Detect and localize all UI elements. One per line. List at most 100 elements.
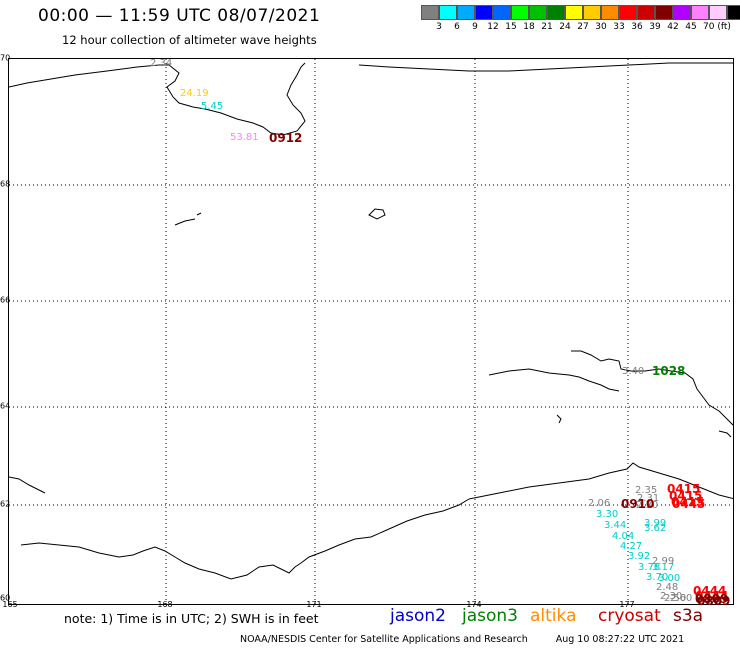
wave-height-value: 2.99	[652, 556, 675, 567]
map-subtitle: 12 hour collection of altimeter wave hei…	[62, 33, 317, 47]
lon-label-171: 171	[306, 600, 322, 609]
legend-label: 70 (ft)	[703, 22, 731, 32]
pass-time-label: 0444	[695, 589, 729, 603]
legend-label: 3	[436, 22, 442, 32]
pass-time-label: 0415	[667, 482, 701, 496]
legend-swatch	[691, 5, 709, 20]
legend-swatches	[421, 5, 740, 20]
coastline	[9, 62, 733, 580]
lon-label-168: 168	[157, 600, 173, 609]
pass-time-label: 0910	[621, 497, 655, 511]
legend-swatch	[421, 5, 439, 20]
legend-label: 12	[487, 22, 499, 32]
legend-swatch	[673, 5, 691, 20]
pass-time-label: 0444	[693, 584, 727, 598]
lat-label-70: 70	[0, 53, 11, 63]
wave-height-value: 3.92	[628, 551, 651, 562]
wave-height-value: 2.35	[635, 485, 658, 496]
pass-time-label: 0809	[697, 594, 731, 608]
legend-swatch	[547, 5, 565, 20]
wave-height-value: 3.40	[622, 366, 645, 377]
footnote: note: 1) Time is in UTC; 2) SWH is in fe…	[64, 611, 319, 626]
legend-swatch	[457, 5, 475, 20]
wave-height-value: 3.30	[596, 509, 619, 520]
legend-label: 45	[685, 22, 697, 32]
lat-label-68: 68	[0, 179, 11, 189]
lat-label-66: 66	[0, 295, 11, 305]
legend-swatch	[601, 5, 619, 20]
pass-time-label: 0809	[695, 592, 729, 606]
wave-height-value: 3.00	[658, 573, 681, 584]
legend-label: 27	[577, 22, 589, 32]
legend-label: 36	[631, 22, 643, 32]
legend-label: 33	[613, 22, 625, 32]
wave-height-value: 3.78	[638, 562, 661, 573]
pass-time-label: 0415	[671, 495, 705, 509]
wave-height-value: 4.04	[612, 531, 635, 542]
wave-height-value: 3.99	[644, 518, 667, 529]
legend-label: 39	[649, 22, 661, 32]
pass-time-label: 0445	[672, 497, 706, 511]
legend-swatch	[727, 5, 740, 20]
wave-height-value: 2.30	[636, 500, 659, 511]
chukotka-north-coast	[9, 62, 306, 136]
legend-scale-labels: 3 6 9 12 15 18 21 24 27 30 33 36 39 42 45 70 (ft)	[421, 20, 740, 32]
legend-label: 9	[472, 22, 478, 32]
wave-height-value: 2.60	[670, 593, 693, 604]
map-title: 00:00 — 11:59 UTC 08/07/2021	[38, 6, 321, 26]
wave-height-value: 3.70	[646, 572, 669, 583]
wave-height-value: 2.34	[150, 58, 173, 69]
legend-swatch	[475, 5, 493, 20]
map-graphics	[9, 59, 733, 604]
satellite-label-jason3: jason3	[462, 606, 518, 626]
wave-height-value: 5.45	[201, 101, 224, 112]
legend-swatch	[637, 5, 655, 20]
wave-height-value: 4.27	[620, 541, 643, 552]
legend-label: 6	[454, 22, 460, 32]
legend-label: 21	[541, 22, 553, 32]
small-island-1	[174, 218, 196, 226]
legend-swatch	[619, 5, 637, 20]
wave-height-value: 2.30	[660, 591, 683, 602]
generated-timestamp: Aug 10 08:27:22 UTC 2021	[555, 634, 685, 645]
legend-label: 18	[523, 22, 535, 32]
satellite-label-altika: altika	[530, 606, 577, 626]
legend-swatch	[439, 5, 457, 20]
lat-label-60: 60	[0, 593, 11, 603]
pass-time-label: 0912	[269, 131, 303, 145]
lon-label-177: 177	[619, 600, 635, 609]
lat-label-64: 64	[0, 401, 11, 411]
wave-height-value: 2.31	[637, 493, 660, 504]
map-panel[interactable]	[8, 58, 734, 605]
wave-height-value: 2.50	[664, 593, 687, 604]
wave-height-value: 24.19	[180, 88, 209, 99]
small-island-2	[196, 212, 202, 216]
satellite-label-cryosat: cryosat	[598, 606, 661, 626]
chukotka-south-coast	[20, 498, 470, 580]
wave-height-value: 2.06	[588, 498, 611, 509]
wave-height-color-legend: 3 6 9 12 15 18 21 24 27 30 33 36 39 42 45 70 (ft)	[421, 5, 740, 32]
bering-strait-coast	[468, 462, 733, 500]
satellite-label-jason2: jason2	[390, 606, 446, 626]
alaska-islet-2	[718, 430, 732, 438]
pass-time-label: 0415	[669, 489, 703, 503]
wave-height-value: 3.17	[652, 562, 675, 573]
north-coast-east	[358, 62, 733, 72]
wave-height-value: 3.44	[604, 520, 627, 531]
legend-label: 42	[667, 22, 679, 32]
legend-swatch	[493, 5, 511, 20]
satellite-label-s3a: s3a	[673, 606, 704, 626]
alaska-islet	[556, 414, 562, 424]
legend-swatch	[511, 5, 529, 20]
legend-label: 15	[505, 22, 517, 32]
wave-height-value: 53.81	[230, 132, 259, 143]
seward-south	[488, 368, 620, 392]
lon-label-165: 165	[2, 600, 18, 609]
wrangel-island	[368, 208, 386, 220]
legend-swatch	[583, 5, 601, 20]
legend-swatch	[709, 5, 727, 20]
lon-label-174: 174	[466, 600, 482, 609]
lat-label-62: 62	[0, 499, 11, 509]
legend-label: 24	[559, 22, 571, 32]
legend-swatch	[565, 5, 583, 20]
